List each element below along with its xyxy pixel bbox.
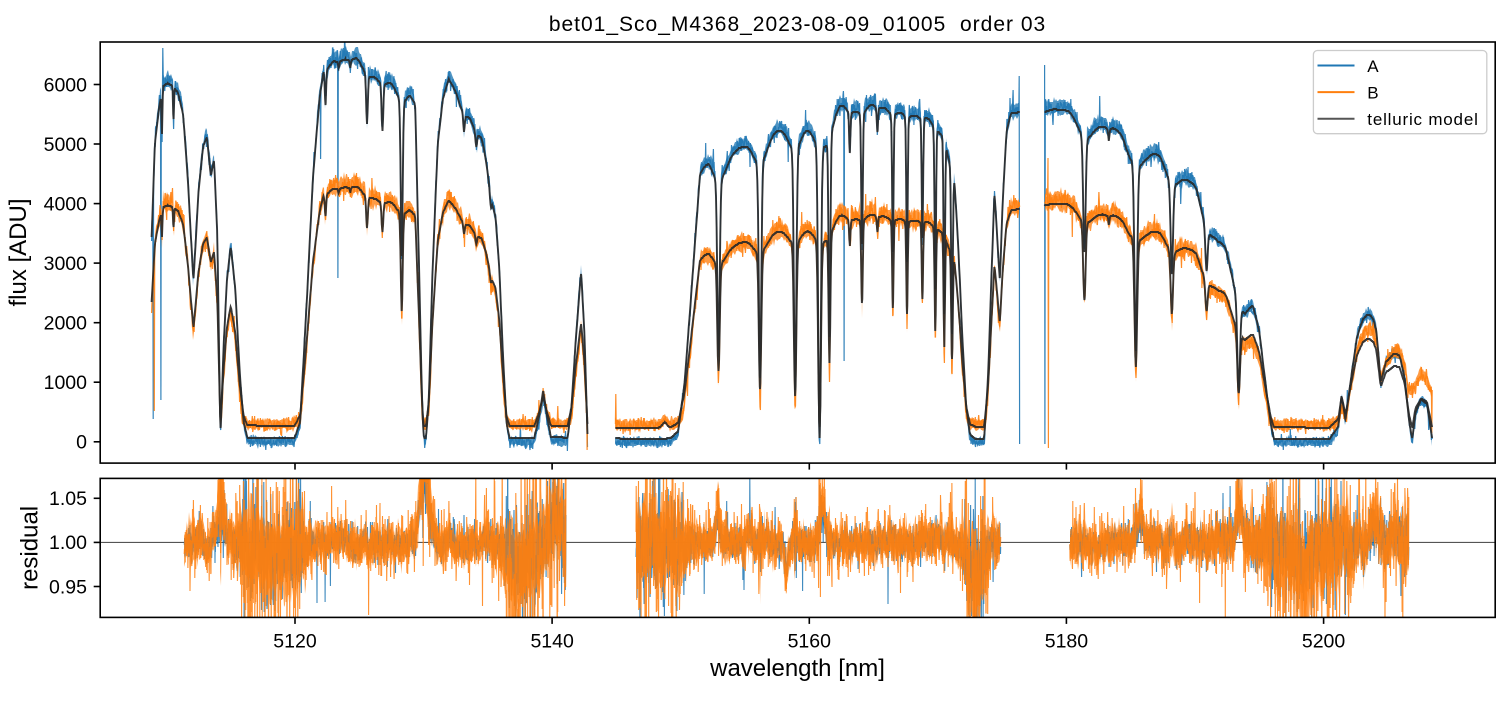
svg-text:5000: 5000 [44, 134, 88, 156]
svg-text:residual: residual [17, 506, 44, 590]
svg-text:telluric model: telluric model [1367, 110, 1478, 129]
svg-text:5160: 5160 [788, 631, 832, 653]
svg-text:4000: 4000 [44, 193, 88, 215]
svg-text:6000: 6000 [44, 74, 88, 96]
svg-text:5200: 5200 [1302, 631, 1346, 653]
svg-text:2000: 2000 [44, 312, 88, 334]
svg-text:1.00: 1.00 [49, 532, 87, 554]
svg-text:3000: 3000 [44, 253, 88, 275]
svg-text:1000: 1000 [44, 372, 88, 394]
svg-text:1.05: 1.05 [49, 488, 87, 510]
svg-text:A: A [1367, 57, 1379, 76]
svg-text:wavelength [nm]: wavelength [nm] [709, 655, 885, 682]
svg-text:0: 0 [76, 432, 87, 454]
svg-text:0.95: 0.95 [49, 576, 87, 598]
svg-text:5120: 5120 [273, 631, 317, 653]
svg-text:B: B [1367, 84, 1379, 103]
svg-text:5140: 5140 [530, 631, 574, 653]
svg-text:flux [ADU]: flux [ADU] [5, 198, 32, 306]
svg-text:bet01_Sco_M4368_2023-08-09_010: bet01_Sco_M4368_2023-08-09_01005 order 0… [549, 13, 1046, 36]
svg-text:5180: 5180 [1045, 631, 1089, 653]
